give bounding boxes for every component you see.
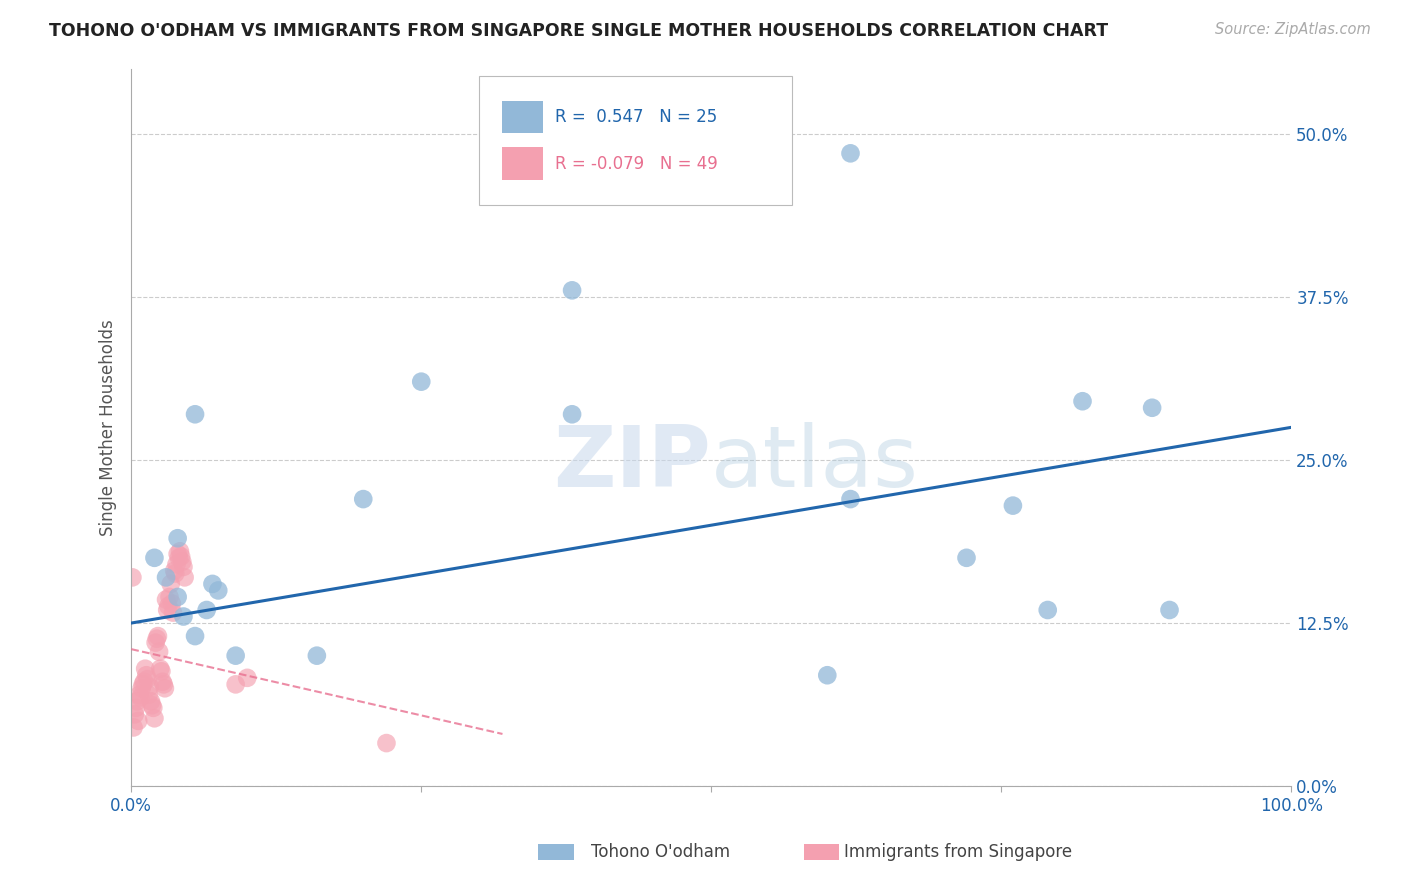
Point	[132, 677, 155, 691]
Point	[135, 668, 157, 682]
Text: TOHONO O'ODHAM VS IMMIGRANTS FROM SINGAPORE SINGLE MOTHER HOUSEHOLDS CORRELATION: TOHONO O'ODHAM VS IMMIGRANTS FROM SINGAP…	[49, 22, 1108, 40]
Point	[165, 566, 187, 581]
Y-axis label: Single Mother Households: Single Mother Households	[100, 319, 117, 536]
Point	[129, 690, 152, 705]
FancyBboxPatch shape	[479, 76, 793, 205]
Point	[184, 407, 207, 421]
Bar	[502, 147, 543, 180]
Point	[1159, 603, 1181, 617]
Point	[160, 597, 183, 611]
Point	[1036, 603, 1059, 617]
Text: Immigrants from Singapore: Immigrants from Singapore	[844, 843, 1071, 861]
Point	[815, 668, 838, 682]
Text: R = -0.079   N = 49: R = -0.079 N = 49	[555, 155, 717, 173]
Point	[159, 590, 181, 604]
Point	[839, 492, 862, 507]
Point	[145, 635, 167, 649]
Point	[139, 694, 162, 708]
Point	[172, 555, 194, 569]
Point	[155, 592, 177, 607]
Point	[184, 629, 207, 643]
Point	[152, 677, 174, 691]
Text: ZIP: ZIP	[554, 422, 711, 505]
Point	[166, 531, 188, 545]
Point	[143, 550, 166, 565]
Point	[125, 694, 148, 708]
Point	[146, 632, 169, 646]
Point	[839, 146, 862, 161]
Point	[955, 550, 977, 565]
Point	[122, 721, 145, 735]
Point	[561, 283, 583, 297]
Point	[411, 375, 433, 389]
Point	[149, 662, 172, 676]
Point	[136, 672, 159, 686]
Point	[169, 544, 191, 558]
Point	[166, 590, 188, 604]
Point	[150, 665, 173, 679]
Point	[157, 599, 180, 613]
Point	[138, 688, 160, 702]
Point	[172, 609, 194, 624]
Point	[375, 736, 398, 750]
Point	[148, 645, 170, 659]
Point	[128, 688, 150, 702]
Point	[143, 711, 166, 725]
Point	[142, 701, 165, 715]
Point	[1140, 401, 1163, 415]
Point	[146, 629, 169, 643]
Point	[155, 570, 177, 584]
Point	[124, 707, 146, 722]
Point	[131, 681, 153, 696]
Bar	[502, 101, 543, 133]
Point	[561, 407, 583, 421]
Point	[195, 603, 218, 617]
Point	[127, 714, 149, 728]
Point	[139, 680, 162, 694]
Point	[1001, 499, 1024, 513]
Point	[225, 677, 247, 691]
Point	[159, 577, 181, 591]
Point	[352, 492, 374, 507]
Point	[172, 560, 194, 574]
Text: R =  0.547   N = 25: R = 0.547 N = 25	[555, 108, 717, 127]
Text: atlas: atlas	[711, 422, 920, 505]
Point	[170, 549, 193, 564]
Point	[236, 671, 259, 685]
Point	[132, 674, 155, 689]
Point	[225, 648, 247, 663]
Point	[156, 603, 179, 617]
Point	[125, 701, 148, 715]
Point	[166, 558, 188, 572]
Point	[305, 648, 328, 663]
Point	[201, 577, 224, 591]
Point	[121, 570, 143, 584]
Point	[173, 570, 195, 584]
Point	[1071, 394, 1094, 409]
Text: Source: ZipAtlas.com: Source: ZipAtlas.com	[1215, 22, 1371, 37]
Point	[153, 681, 176, 696]
Point	[141, 698, 163, 713]
Text: Tohono O'odham: Tohono O'odham	[591, 843, 730, 861]
Point	[167, 550, 190, 565]
Point	[162, 606, 184, 620]
Point	[152, 674, 174, 689]
Point	[207, 583, 229, 598]
Point	[163, 564, 186, 578]
Point	[134, 662, 156, 676]
Point	[166, 547, 188, 561]
